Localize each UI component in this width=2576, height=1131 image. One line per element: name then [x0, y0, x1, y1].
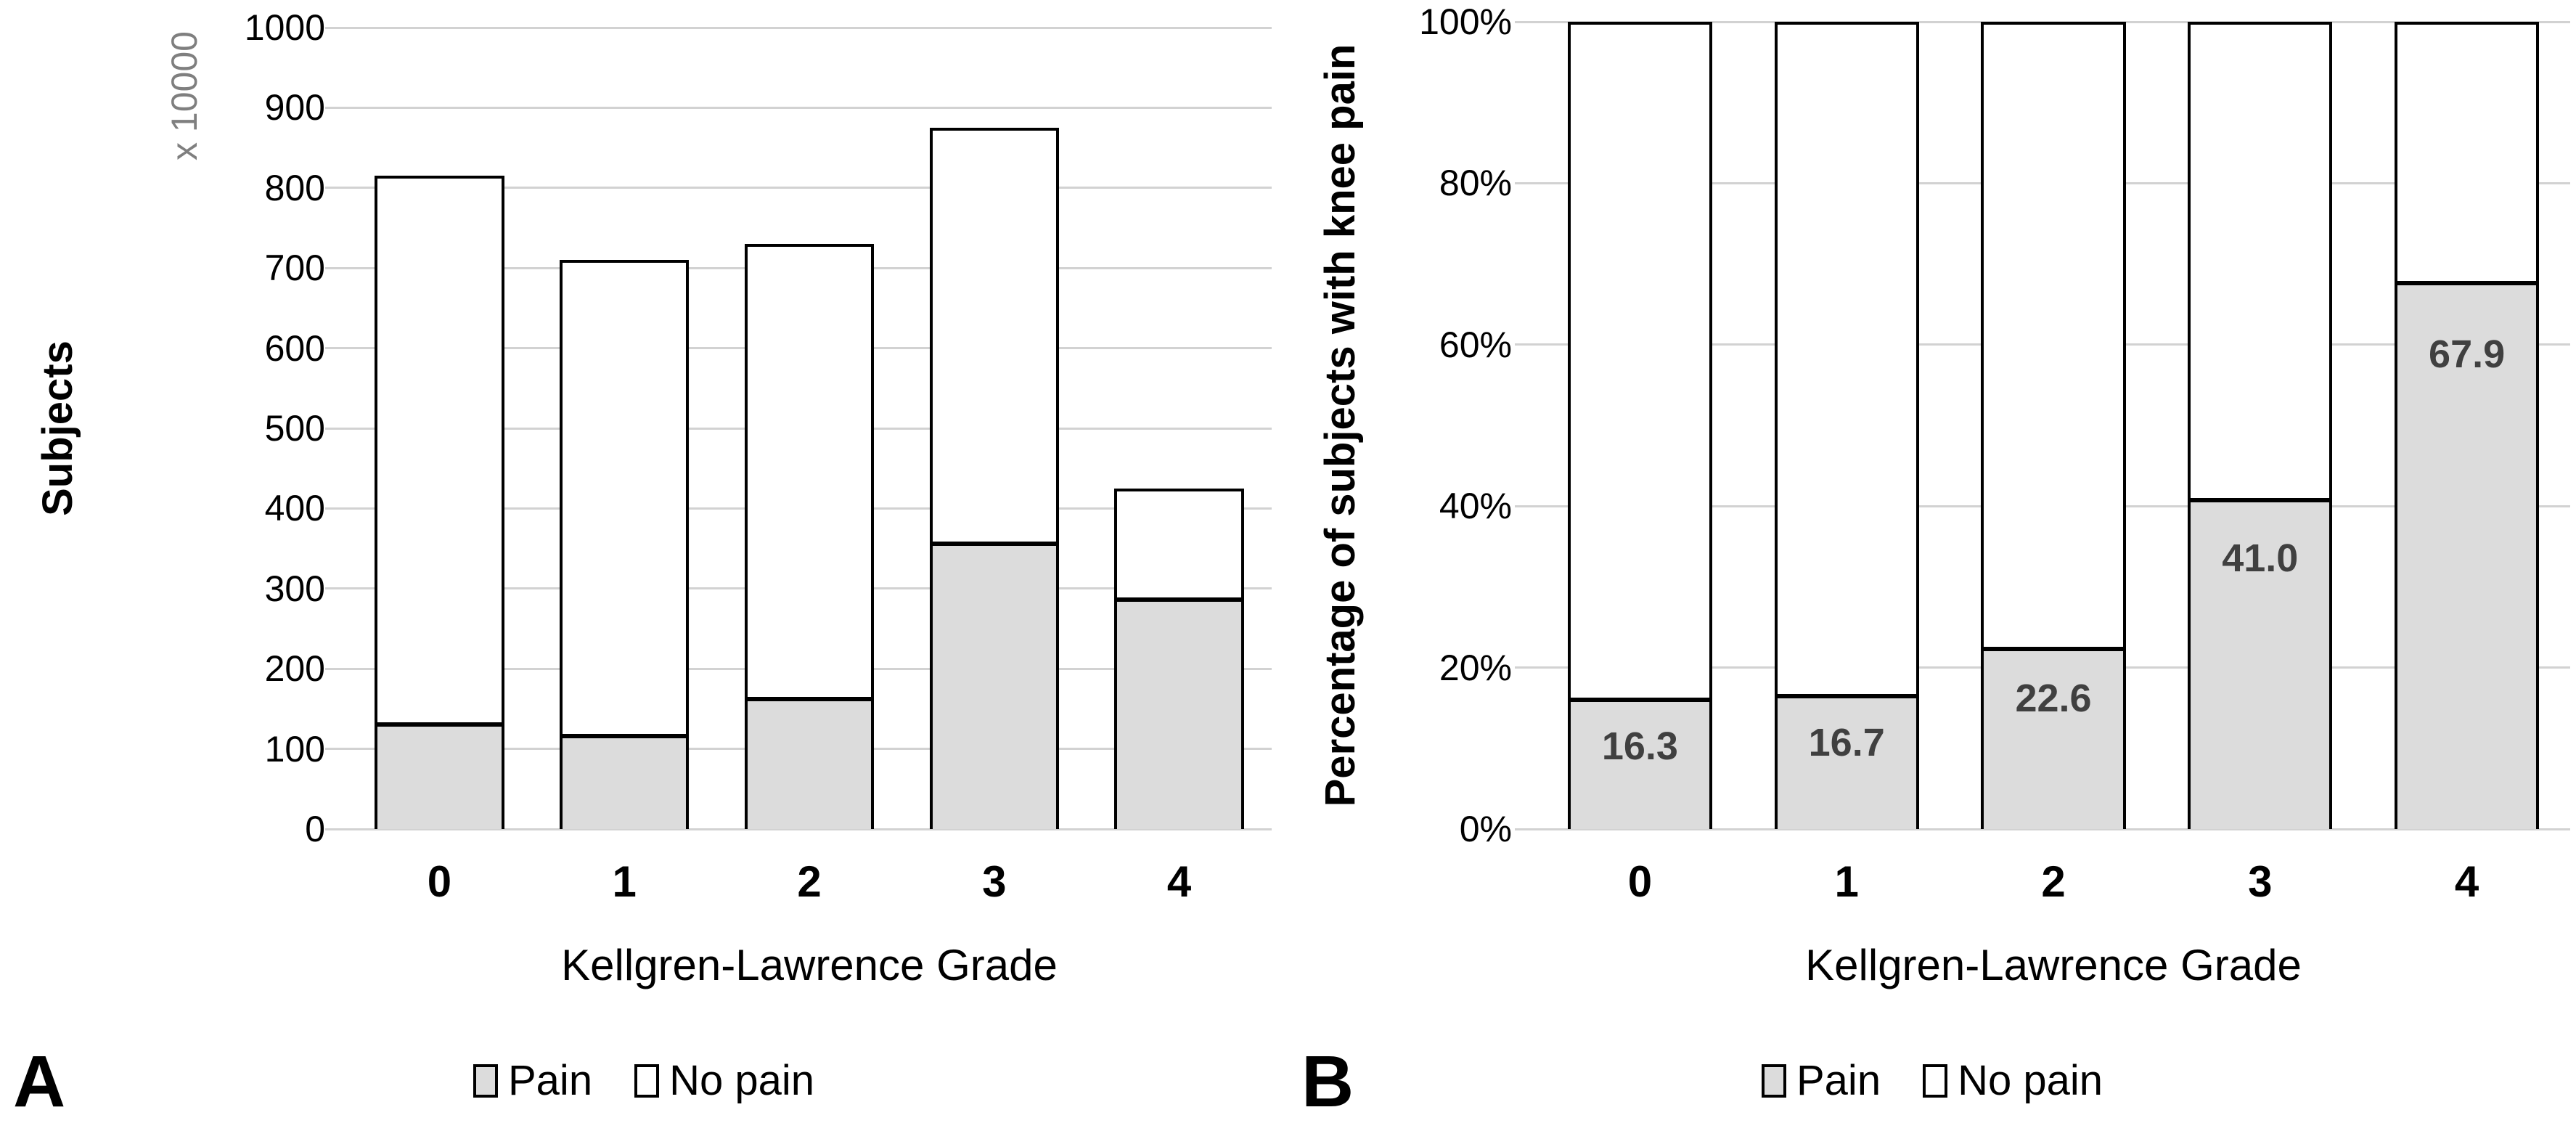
gridline [325, 26, 1272, 29]
pain-segment: 22.6 [1984, 646, 2123, 829]
y-tick-label: 100 [264, 728, 325, 769]
stacked-bar-grade-4: 67.9 [2394, 22, 2540, 829]
legend-item-pain: Pain [473, 1056, 592, 1105]
x-tick-label: 4 [1166, 857, 1192, 906]
panel-label-b: B [1301, 1041, 1354, 1122]
pain-swatch-icon [1761, 1063, 1786, 1098]
y-tick-label: 900 [264, 87, 325, 128]
y-tick-label: 80% [1439, 163, 1512, 204]
gridline [325, 828, 1272, 830]
y-tick-label: 0% [1459, 809, 1512, 849]
legend-item-no-pain: No pain [634, 1056, 814, 1105]
x-axis-title-a: Kellgren-Lawrence Grade [561, 941, 1058, 989]
gridline [1515, 828, 2570, 830]
y-tick-label: 600 [264, 327, 325, 369]
stacked-bar-grade-3 [929, 128, 1059, 829]
pain-percentage-label: 67.9 [2429, 332, 2506, 377]
y-tick-label: 100% [1419, 1, 1512, 42]
legend-label-pain: Pain [507, 1057, 593, 1104]
gridline [325, 187, 1272, 189]
x-tick-label: 0 [1627, 857, 1653, 906]
panel-label-a: A [13, 1041, 66, 1122]
x-tick-label: 1 [612, 857, 637, 906]
y-axis-title-b: Percentage of subjects with knee pain [1317, 44, 1364, 807]
plot-area-a [325, 26, 1272, 830]
pain-swatch-icon [473, 1063, 498, 1098]
gridline [325, 106, 1272, 109]
legend-label-no-pain: No pain [1958, 1057, 2103, 1104]
x-tick-label: 3 [2248, 857, 2273, 906]
legend-item-pain: Pain [1761, 1056, 1881, 1105]
plot-area-b: 16.3 16.7 22.6 41.0 67.9 [1515, 20, 2570, 830]
pain-segment: 67.9 [2397, 280, 2537, 829]
x-tick-label: 1 [1834, 857, 1859, 906]
stacked-bar-grade-0 [375, 176, 504, 829]
panel-a: Subjects x 10000 Kellgren-Lawrence Grade… [0, 7, 1288, 1122]
stacked-bar-grade-2: 22.6 [1981, 22, 2126, 829]
no-pain-swatch-icon [634, 1063, 660, 1098]
pain-percentage-label: 22.6 [2015, 676, 2092, 720]
stacked-bar-grade-1 [560, 260, 690, 829]
y-tick-label: 800 [264, 167, 325, 208]
pain-segment: 16.3 [1570, 697, 1710, 829]
x-tick-label: 4 [2454, 857, 2479, 906]
x-tick-label: 2 [2041, 857, 2066, 906]
legend-b: Pain No pain [1288, 1056, 2576, 1105]
legend-label-no-pain: No pain [669, 1057, 814, 1104]
y-tick-label: 40% [1439, 486, 1512, 527]
pain-percentage-label: 16.3 [1601, 724, 1678, 768]
pain-segment [747, 696, 872, 829]
y-tick-label: 300 [264, 568, 325, 609]
pain-segment: 16.7 [1777, 694, 1916, 829]
pain-segment [1117, 597, 1241, 829]
stacked-bar-grade-3: 41.0 [2188, 22, 2333, 829]
x-tick-label: 2 [797, 857, 822, 906]
y-tick-label: 400 [264, 488, 325, 529]
no-pain-swatch-icon [1923, 1063, 1948, 1098]
y-tick-label: 1000 [244, 7, 325, 48]
y-axis-title-a: Subjects [34, 340, 81, 516]
x-axis-title-b: Kellgren-Lawrence Grade [1805, 941, 2302, 989]
x-tick-label: 0 [427, 857, 452, 906]
y-tick-label: 60% [1439, 324, 1512, 365]
stacked-bar-grade-0: 16.3 [1567, 22, 1713, 829]
stacked-bar-grade-1: 16.7 [1774, 22, 1919, 829]
legend-label-pain: Pain [1796, 1057, 1881, 1104]
x-tick-label: 3 [982, 857, 1007, 906]
pain-percentage-label: 41.0 [2222, 536, 2299, 581]
stacked-bar-grade-4 [1114, 488, 1244, 829]
y-tick-label: 20% [1439, 647, 1512, 688]
pain-segment [377, 722, 502, 829]
y-tick-label: 700 [264, 248, 325, 289]
pain-segment [932, 541, 1056, 829]
y-tick-label: 200 [264, 648, 325, 690]
pain-segment: 41.0 [2191, 498, 2330, 829]
stacked-bar-grade-2 [744, 244, 875, 829]
pain-percentage-label: 16.7 [1808, 721, 1885, 765]
panel-b: Percentage of subjects with knee pain 16… [1288, 0, 2576, 1131]
y-tick-label: 500 [264, 408, 325, 449]
pain-segment [563, 733, 687, 829]
legend-item-no-pain: No pain [1923, 1056, 2103, 1105]
y-tick-label: 0 [305, 809, 325, 849]
legend-a: Pain No pain [0, 1056, 1288, 1105]
